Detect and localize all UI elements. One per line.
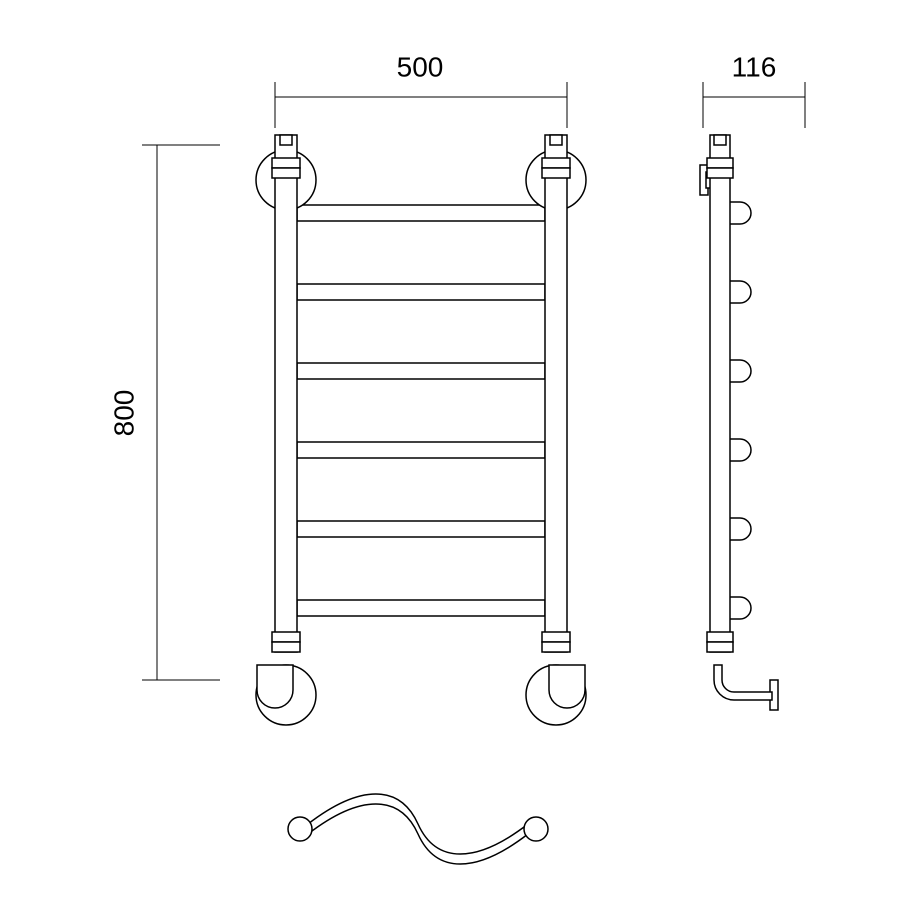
rung [297,521,545,537]
side-coupling-top [707,158,733,178]
side-view [700,135,778,710]
rung [297,284,545,300]
dim-depth-label: 116 [732,52,777,83]
side-hook [728,360,751,382]
coupling-bottom-right [542,632,570,652]
coupling-top-left [272,158,300,178]
dim-height-label: 800 [109,390,140,437]
bottom-inlet-left [257,665,293,708]
side-hook [728,281,751,303]
side-column [710,135,730,652]
left-column [275,135,297,652]
side-top-stub [714,135,726,145]
dimension-height: 800 [109,145,221,680]
top-stub-right [550,135,562,145]
side-hook [728,597,751,619]
s-curve-end-left [288,817,312,841]
rung [297,600,545,616]
top-stub-left [280,135,292,145]
bottom-inlet-right [549,665,585,708]
dim-width-label: 500 [397,52,444,83]
rung [297,363,545,379]
coupling-bottom-left [272,632,300,652]
s-curve-top [308,794,528,854]
side-coupling-bottom [707,632,733,652]
side-hook [728,518,751,540]
s-curve-bottom [308,804,528,864]
side-bottom-elbow [714,665,772,700]
coupling-top-right [542,158,570,178]
dimension-width: 500 [275,52,567,129]
right-column [545,135,567,652]
rung [297,442,545,458]
technical-drawing: 500 116 800 [0,0,900,900]
side-hook [728,202,751,224]
s-curve-view [288,794,548,864]
s-curve-end-right [524,817,548,841]
rung [297,205,545,221]
front-view [256,135,586,725]
dimension-depth: 116 [703,52,805,129]
side-hook [728,439,751,461]
